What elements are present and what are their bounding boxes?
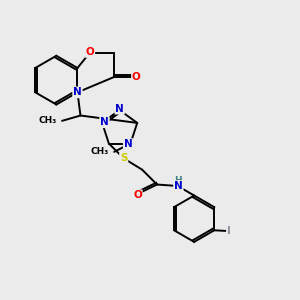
Text: O: O [132,72,141,82]
Text: H: H [175,176,182,185]
Text: S: S [120,153,127,164]
Text: N: N [73,87,82,97]
Text: CH₃: CH₃ [38,116,57,125]
Text: I: I [227,226,231,236]
Text: N: N [174,181,183,191]
Text: N: N [115,104,124,114]
Text: O: O [85,47,94,57]
Text: N: N [124,139,133,149]
Text: O: O [133,190,142,200]
Text: N: N [100,117,109,127]
Text: CH₃: CH₃ [91,147,109,156]
